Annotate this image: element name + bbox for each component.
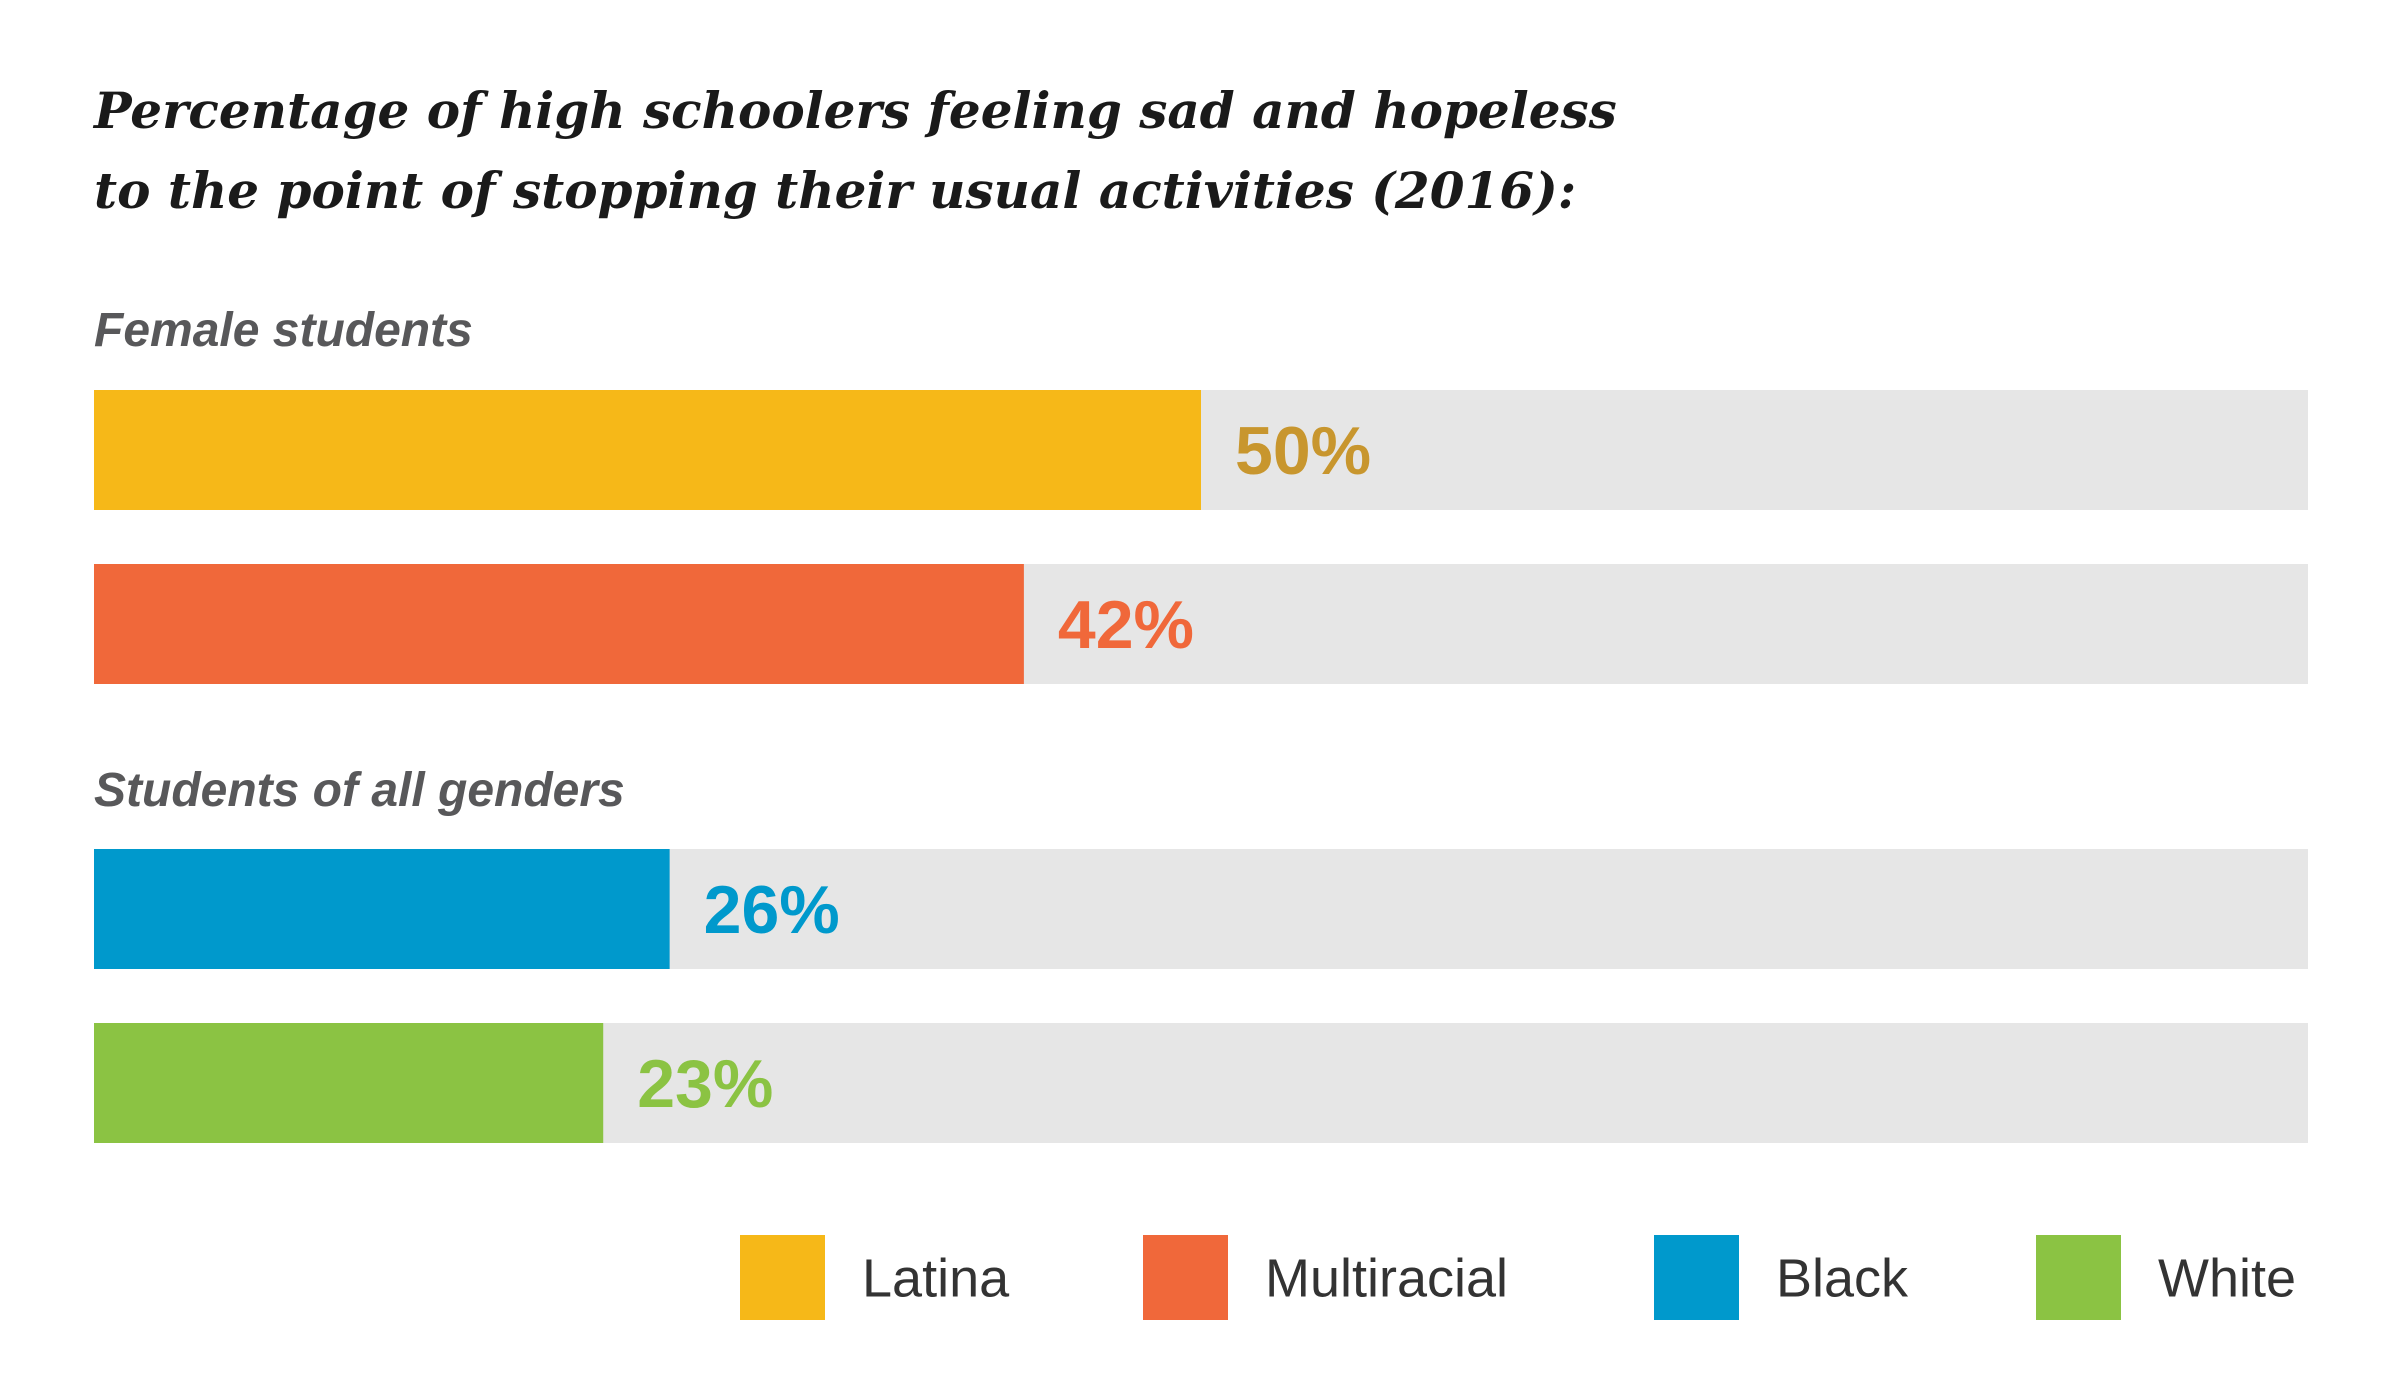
value-label-white: 23%	[637, 1046, 773, 1122]
legend-swatch-latina	[740, 1235, 825, 1320]
legend-label-latina: Latina	[862, 1249, 1010, 1309]
group-label-female-students: Female students	[94, 304, 473, 357]
value-label-latina: 50%	[1235, 413, 1371, 489]
legend-label-multiracial: Multiracial	[1265, 1249, 1508, 1309]
legend-swatch-white	[2036, 1235, 2121, 1320]
bar-white	[94, 1023, 604, 1143]
bar-multiracial	[94, 564, 1024, 684]
legend: Latina Multiracial Black White	[740, 1235, 2296, 1320]
legend-label-white: White	[2158, 1249, 2296, 1309]
bar-black	[94, 849, 670, 969]
value-label-black: 26%	[704, 872, 840, 948]
group-label-students-all-genders: Students of all genders	[94, 764, 625, 817]
legend-swatch-multiracial	[1143, 1235, 1228, 1320]
bar-latina	[94, 390, 1201, 510]
chart-title-line-2: to the point of stopping their usual act…	[94, 161, 1576, 220]
legend-swatch-black	[1654, 1235, 1739, 1320]
chart-title-line-1: Percentage of high schoolers feeling sad…	[92, 81, 1617, 140]
bars-layer: 50% 42% 26% 23%	[94, 390, 2308, 1143]
legend-label-black: Black	[1776, 1249, 1909, 1309]
value-label-multiracial: 42%	[1058, 587, 1194, 663]
